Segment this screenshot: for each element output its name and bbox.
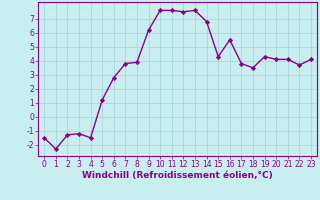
X-axis label: Windchill (Refroidissement éolien,°C): Windchill (Refroidissement éolien,°C) (82, 171, 273, 180)
